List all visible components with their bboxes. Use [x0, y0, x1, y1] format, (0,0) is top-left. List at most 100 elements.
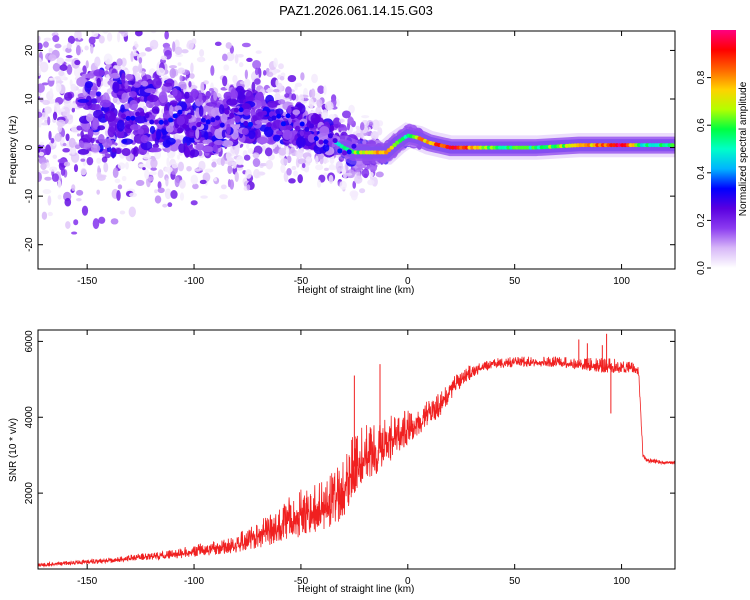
- spectrogram-cell: [54, 132, 62, 142]
- spectrogram-cell: [59, 64, 68, 72]
- spectrogram-cell: [332, 117, 342, 128]
- spectrogram-cell: [90, 0, 95, 2]
- spectrogram-cell: [291, 165, 297, 171]
- x-tick-label: 50: [509, 576, 521, 587]
- spectrogram-cell: [189, 73, 195, 79]
- spectrogram-cell: [157, 187, 165, 194]
- spectrogram-cell: [96, 172, 102, 179]
- spectrogram-cell: [64, 197, 72, 207]
- spectrogram-cell: [39, 61, 49, 73]
- spectrogram-peak: [224, 109, 230, 115]
- spectrogram-peak: [266, 122, 272, 128]
- spectrogram-cell: [52, 3, 57, 6]
- spectrogram-cell: [97, 125, 106, 131]
- spectrogram-peak: [191, 125, 197, 131]
- spectrogram-cell: [241, 42, 251, 48]
- x-tick-label: 100: [613, 276, 630, 287]
- spectrogram-cell: [161, 135, 171, 140]
- spectrogram-cell: [359, 188, 366, 194]
- spectrogram-cell: [129, 192, 138, 198]
- spectrogram-cell: [253, 168, 260, 179]
- spectrogram-cell: [150, 31, 157, 34]
- spectrogram-peak: [125, 115, 131, 121]
- spectrogram-cell: [56, 57, 65, 65]
- spectrogram-cell: [371, 119, 380, 131]
- spectrogram-cell: [165, 125, 174, 133]
- spectrogram-cell: [38, 66, 42, 77]
- spectrogram-cell: [121, 175, 127, 182]
- spectrogram-cell: [86, 156, 94, 166]
- spectrogram-cell: [297, 174, 303, 184]
- spectrogram-cell: [106, 32, 113, 42]
- spectrogram-cell: [174, 46, 183, 55]
- x-tick-label: -100: [184, 576, 204, 587]
- spectrogram-cell: [38, 111, 43, 118]
- snr-x-ticks: -150 -100 -50 0 50 100: [77, 330, 630, 587]
- spectrogram-cell: [172, 87, 178, 97]
- spectrogram-cell: [238, 62, 244, 68]
- spectrogram-cell: [96, 77, 102, 88]
- spectrogram-cell: [117, 31, 121, 43]
- spectrogram-peak: [327, 133, 333, 139]
- spectrogram-cell: [177, 62, 182, 66]
- spectrogram-cell: [205, 102, 218, 107]
- spectrogram-cell: [67, 21, 73, 24]
- spectrogram-cell: [52, 154, 58, 159]
- spectrogram-cell: [165, 177, 169, 187]
- spectrogram-cell: [352, 180, 357, 189]
- spectrogram-cell: [295, 149, 304, 159]
- spectrogram-x-axis-label: Height of straight line (km): [298, 285, 415, 296]
- spectrogram-cell: [278, 147, 287, 156]
- spectrogram-cell: [48, 130, 52, 141]
- spectrogram-cell: [71, 231, 78, 235]
- spectrogram-marks: [38, 0, 675, 235]
- spectrogram-cell: [138, 62, 143, 74]
- spectrogram-cell: [338, 127, 348, 131]
- spectrogram-cell: [154, 195, 162, 204]
- spectrogram-cell: [190, 62, 194, 74]
- spectrogram-cell: [192, 183, 199, 190]
- spectrogram-cell: [104, 111, 116, 123]
- spectrogram-cell: [120, 104, 125, 113]
- spectrogram-cell: [41, 170, 49, 175]
- spectrogram-cell: [65, 47, 72, 54]
- spectrogram-cell: [222, 53, 228, 62]
- spectrogram-cell: [142, 153, 151, 160]
- spectrogram-cell: [128, 91, 137, 98]
- spectrogram-cell: [230, 89, 238, 99]
- spectrogram-peak: [309, 123, 315, 129]
- colorbar-label: Normalized spectral amplitude: [738, 81, 749, 216]
- spectrogram-cell: [202, 172, 211, 182]
- spectrogram-cell: [44, 26, 49, 29]
- spectrogram-cell: [254, 67, 259, 76]
- spectrogram-peak: [332, 138, 338, 144]
- spectrogram-cell: [90, 44, 94, 54]
- spectrogram-cell: [103, 53, 113, 65]
- spectrogram-cell: [138, 163, 148, 168]
- spectrogram-cell: [54, 43, 62, 49]
- spectrogram-cell: [188, 81, 192, 88]
- spectrogram-cell: [42, 99, 50, 105]
- spectrogram-cell: [84, 45, 89, 51]
- y-tick-label: 10: [24, 93, 35, 105]
- spectrogram-cell: [48, 47, 53, 53]
- spectrogram-cell: [181, 49, 189, 54]
- spectrogram-peak: [172, 113, 178, 119]
- spectrogram-cell: [221, 140, 234, 148]
- spectrogram-cell: [137, 128, 144, 135]
- spectrogram-cell: [101, 156, 108, 163]
- spectrogram-cell: [347, 117, 355, 126]
- spectrogram-cell: [156, 67, 165, 76]
- spectrogram-cell: [67, 35, 76, 44]
- spectrogram-cell: [56, 119, 66, 127]
- spectrogram-cell: [51, 173, 59, 182]
- spectrogram-cell: [300, 72, 305, 81]
- spectrogram-peak: [276, 113, 282, 119]
- spectrogram-cell: [323, 156, 327, 165]
- spectrogram-peak: [247, 121, 253, 127]
- spectrogram-cell: [138, 57, 143, 64]
- spectrogram-cell: [134, 43, 139, 48]
- spectrogram-peak: [219, 122, 225, 128]
- spectrogram-cell: [133, 146, 139, 157]
- spectrogram-cell: [198, 105, 204, 117]
